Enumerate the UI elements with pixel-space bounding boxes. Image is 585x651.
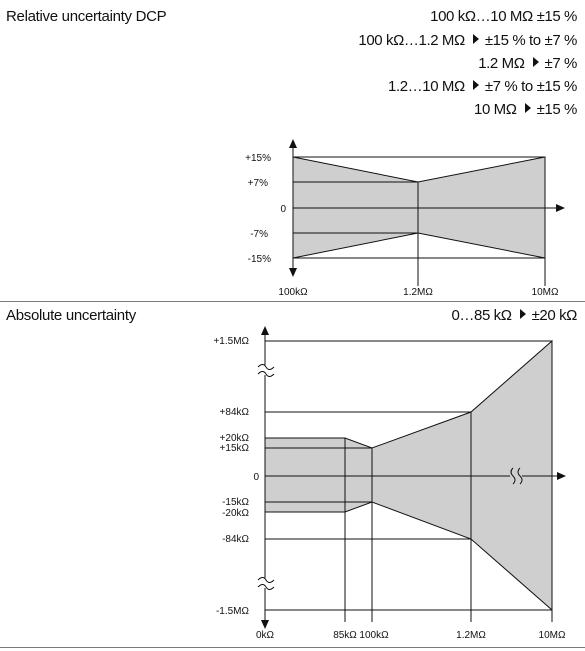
x-tick-label: 10MΩ: [532, 287, 559, 298]
relative-uncertainty-title: Relative uncertainty DCP: [6, 8, 167, 25]
axis-break-icon: [257, 364, 275, 377]
section-divider: [0, 301, 585, 302]
arrow-right-icon: [472, 80, 479, 90]
relative-row: 100 kΩ…1.2 MΩ ±15 % to ±7 %: [358, 32, 577, 49]
absolute-uncertainty-title: Absolute uncertainty: [6, 307, 136, 324]
x-tick-label: 100kΩ: [278, 287, 308, 298]
axis-break-gap: [510, 470, 522, 482]
arrow-right-icon: [557, 472, 566, 480]
y-tick-label: +84kΩ: [220, 407, 250, 418]
axis-break-icon: [510, 467, 523, 485]
x-tick-label: 1.2MΩ: [456, 630, 486, 641]
relative-uncertainty-diagram: +15% +7% 0 -7% -15% 100kΩ 1.2MΩ 10MΩ: [245, 139, 565, 298]
arrow-down-icon: [261, 620, 269, 629]
x-tick-label: 10MΩ: [539, 630, 566, 641]
relative-row-range: 1.2 MΩ: [478, 55, 525, 72]
arrow-up-icon: [289, 139, 297, 148]
arrow-down-icon: [289, 268, 297, 277]
absolute-row-range: 0…85 kΩ: [451, 307, 512, 324]
y-tick-label: -20kΩ: [222, 508, 249, 519]
relative-row-value: ±7 %: [544, 55, 578, 72]
y-tick-label: -15%: [248, 254, 271, 265]
absolute-row-value: ±20 kΩ: [531, 307, 578, 324]
x-tick-label: 0kΩ: [256, 630, 275, 641]
relative-row: 1.2 MΩ ±7 %: [478, 55, 577, 72]
relative-row: 10 MΩ ±15 %: [474, 101, 577, 118]
section-divider: [0, 647, 585, 648]
relative-row-range: 10 MΩ: [474, 101, 517, 118]
relative-row: 1.2…10 MΩ ±7 % to ±15 %: [388, 78, 577, 95]
y-tick-label: +20kΩ: [220, 433, 250, 444]
y-tick-label: +1.5MΩ: [213, 336, 249, 347]
x-tick-label: 100kΩ: [359, 630, 389, 641]
x-tick-label: 85kΩ: [333, 630, 357, 641]
relative-row-range: 100 kΩ…1.2 MΩ: [358, 32, 465, 49]
y-tick-label: 0: [280, 204, 286, 215]
absolute-row: 0…85 kΩ ±20 kΩ: [451, 307, 577, 324]
arrow-right-icon: [519, 309, 526, 319]
y-tick-label: +7%: [248, 178, 268, 189]
y-tick-label: -84kΩ: [222, 534, 249, 545]
relative-row-value: ±7 % to ±15 %: [484, 78, 578, 95]
relative-row-value: ±15 % to ±7 %: [484, 32, 578, 49]
relative-row-value: ±15 %: [536, 101, 578, 118]
arrow-right-icon: [532, 57, 539, 67]
relative-summary: 100 kΩ…10 MΩ ±15 %: [430, 8, 577, 25]
y-tick-label: +15%: [245, 153, 271, 164]
arrow-right-icon: [556, 204, 565, 212]
y-tick-label: 0: [253, 472, 259, 483]
arrow-right-icon: [472, 34, 479, 44]
y-tick-label: -1.5MΩ: [216, 606, 250, 617]
y-tick-label: -15kΩ: [222, 497, 249, 508]
axis-break-icon: [257, 577, 275, 590]
arrow-right-icon: [524, 103, 531, 113]
arrow-up-icon: [261, 326, 269, 335]
y-tick-label: +15kΩ: [220, 443, 250, 454]
axis-break-gap: [259, 578, 271, 588]
relative-row-range: 1.2…10 MΩ: [388, 78, 465, 95]
axis-break-gap: [259, 365, 271, 375]
y-tick-label: -7%: [250, 229, 268, 240]
x-tick-label: 1.2MΩ: [403, 287, 433, 298]
